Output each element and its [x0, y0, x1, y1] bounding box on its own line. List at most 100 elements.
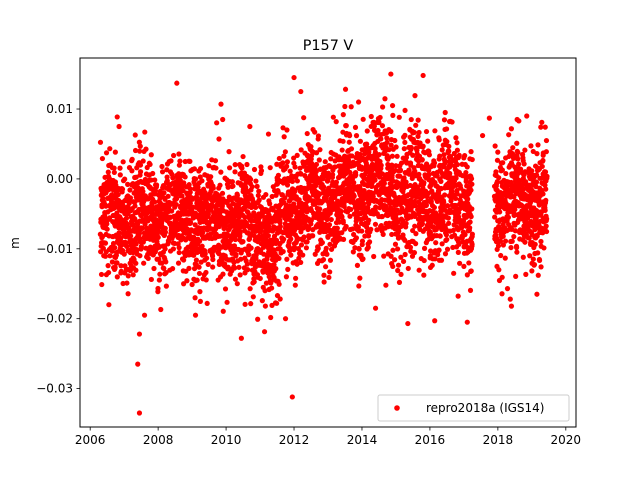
data-point [426, 152, 432, 158]
data-point [133, 241, 139, 247]
data-point [468, 176, 475, 182]
data-point [520, 254, 526, 260]
data-point [400, 258, 407, 265]
data-point [376, 151, 382, 158]
data-point [454, 140, 460, 146]
data-point [415, 117, 421, 123]
data-point [254, 183, 260, 189]
data-point [169, 266, 176, 272]
data-point [338, 208, 344, 215]
data-point [360, 256, 366, 262]
data-point [538, 238, 544, 245]
data-point [423, 128, 430, 135]
data-point [535, 250, 541, 256]
data-point [462, 153, 468, 159]
data-point [105, 269, 112, 276]
data-point [148, 152, 154, 158]
data-point [276, 255, 282, 262]
data-point [454, 161, 461, 168]
data-point [155, 234, 161, 241]
data-point [507, 296, 513, 302]
data-point [543, 228, 550, 235]
data-point [181, 257, 187, 263]
data-point [192, 222, 198, 228]
data-point [495, 243, 502, 249]
data-point [256, 188, 262, 194]
data-point [134, 221, 141, 228]
data-point [446, 148, 452, 154]
data-point [187, 200, 193, 206]
data-point [116, 230, 122, 236]
data-point [366, 152, 372, 159]
data-point [542, 124, 548, 130]
data-point [184, 278, 190, 284]
data-point [204, 255, 210, 261]
data-point [383, 282, 389, 288]
data-point [170, 175, 176, 181]
data-point [462, 232, 468, 238]
data-point [402, 132, 408, 138]
data-point [327, 269, 333, 275]
data-point [148, 276, 154, 283]
data-point [257, 275, 263, 282]
data-point [177, 158, 183, 164]
data-point [343, 170, 349, 177]
data-point [129, 156, 135, 162]
data-point [405, 320, 411, 327]
data-point [104, 226, 110, 232]
data-point [291, 155, 297, 161]
data-point [162, 225, 168, 231]
data-point [297, 165, 303, 171]
data-point [372, 305, 379, 311]
data-point [348, 206, 354, 213]
data-point [136, 410, 143, 416]
data-point [392, 257, 398, 263]
data-point [543, 197, 549, 204]
data-point [117, 172, 123, 178]
data-point [466, 260, 472, 266]
data-point [248, 301, 254, 307]
data-point [446, 143, 452, 149]
data-point [395, 246, 401, 252]
data-point [534, 172, 540, 178]
data-point [321, 184, 327, 190]
data-point [220, 271, 226, 277]
data-point [523, 271, 529, 277]
data-point [393, 163, 399, 169]
data-point [500, 160, 506, 166]
data-point [114, 260, 120, 266]
data-point [411, 250, 418, 256]
data-point [347, 133, 353, 139]
data-point [340, 236, 347, 242]
data-point [124, 280, 130, 286]
plot-area [79, 57, 577, 428]
data-point [328, 156, 334, 162]
data-point [540, 191, 546, 197]
data-point [308, 143, 314, 150]
data-point [388, 142, 394, 148]
data-point [381, 180, 387, 186]
data-point [112, 149, 118, 155]
data-point [449, 119, 455, 125]
data-point [107, 146, 113, 152]
data-point [284, 163, 290, 169]
data-point [486, 115, 492, 121]
data-point [142, 129, 148, 135]
data-point [174, 80, 180, 86]
data-point [505, 214, 512, 220]
data-point [544, 173, 550, 179]
data-point [502, 238, 509, 244]
data-point [250, 294, 256, 300]
data-point [326, 274, 332, 281]
data-point [162, 229, 169, 235]
data-point [371, 253, 377, 260]
data-point [441, 199, 447, 205]
data-point [122, 176, 128, 182]
data-point [274, 300, 280, 306]
data-point [453, 135, 459, 141]
data-point [118, 263, 124, 269]
data-point [141, 312, 148, 318]
data-point [336, 219, 342, 225]
data-point [388, 71, 394, 77]
